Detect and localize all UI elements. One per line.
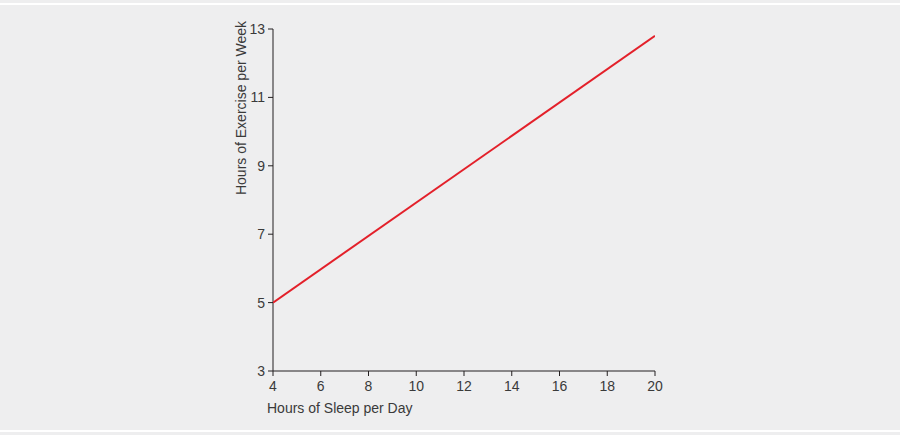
y-tick bbox=[268, 302, 273, 303]
x-tick bbox=[320, 371, 321, 376]
x-tick bbox=[368, 371, 369, 376]
x-tick-label: 8 bbox=[365, 378, 373, 394]
y-tick-label: 5 bbox=[257, 295, 265, 311]
x-tick-label: 6 bbox=[317, 378, 325, 394]
y-tick bbox=[268, 97, 273, 98]
y-tick-label: 7 bbox=[257, 226, 265, 242]
y-tick bbox=[268, 234, 273, 235]
x-tick bbox=[511, 371, 512, 376]
x-axis-label: Hours of Sleep per Day bbox=[267, 400, 413, 416]
y-tick bbox=[268, 371, 273, 372]
x-tick bbox=[655, 371, 656, 376]
background bbox=[0, 0, 900, 435]
chart: 3 5 7 9 11 13 4 6 8 10 12 14 16 18 20 Hours of Sleep pe… bbox=[0, 0, 900, 435]
y-tick-label: 13 bbox=[249, 21, 265, 37]
y-tick-label: 3 bbox=[257, 363, 265, 379]
x-tick-label: 12 bbox=[456, 378, 472, 394]
x-tick-label: 4 bbox=[269, 378, 277, 394]
x-tick bbox=[464, 371, 465, 376]
plot-area bbox=[273, 36, 655, 303]
y-tick-label: 9 bbox=[257, 158, 265, 174]
x-tick-label: 14 bbox=[504, 378, 520, 394]
x-tick bbox=[416, 371, 417, 376]
y-tick bbox=[268, 29, 273, 30]
data-line bbox=[273, 36, 655, 303]
y-axis-label: Hours of Exercise per Week bbox=[233, 20, 249, 195]
x-tick bbox=[273, 371, 274, 376]
x-tick bbox=[559, 371, 560, 376]
frame-line-bottom bbox=[0, 430, 900, 432]
frame-line-top bbox=[0, 3, 900, 5]
y-tick bbox=[268, 165, 273, 166]
y-axis bbox=[273, 29, 274, 371]
x-tick bbox=[607, 371, 608, 376]
x-tick-label: 16 bbox=[552, 378, 568, 394]
x-tick-label: 20 bbox=[647, 378, 663, 394]
y-tick-label: 11 bbox=[250, 89, 265, 105]
x-tick-label: 18 bbox=[599, 378, 615, 394]
x-tick-label: 10 bbox=[408, 378, 424, 394]
